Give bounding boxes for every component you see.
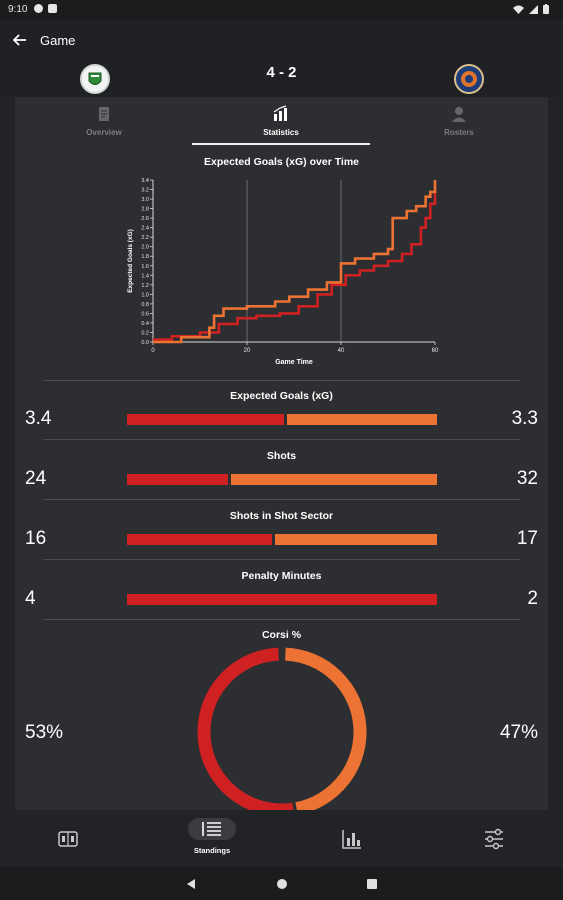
stat-bar-away (286, 414, 437, 425)
stat-bar-away (274, 534, 437, 545)
y-tick-label: 1.0 (141, 292, 149, 298)
wifi-icon (513, 5, 524, 14)
tab-rosters[interactable]: Rosters (370, 97, 548, 145)
stat-bar (127, 414, 437, 425)
statistics-card: Overview Statistics Rosters Expected Goa… (15, 97, 548, 817)
game-score: 4 - 2 (266, 64, 297, 81)
system-back-icon[interactable] (184, 877, 198, 891)
y-tick-label: 0.8 (141, 302, 149, 308)
xg-over-time-chart: 0.0 0.2 0.4 0.6 0.8 1.0 1.2 1.4 1.6 1.8 2.0 2.2 2.4 2… (123, 177, 453, 377)
stat-title: Expected Goals (xG) (230, 390, 333, 402)
tab-bar: Overview Statistics Rosters (15, 97, 548, 145)
notification-icon (48, 4, 57, 13)
x-axis-label: Game Time (275, 359, 313, 366)
stat-home-value: 3.4 (25, 408, 52, 429)
stat-home-value: 4 (25, 588, 36, 609)
stat-title: Shots (266, 450, 297, 462)
y-tick-label: 3.0 (141, 197, 149, 203)
status-bar: 9:10 (0, 0, 563, 20)
x-tick-label: 20 (244, 348, 251, 354)
stat-home-value: 16 (25, 528, 47, 549)
sliders-icon[interactable] (469, 818, 519, 858)
x-tick-label: 40 (338, 348, 345, 354)
stat-bar (127, 594, 437, 605)
divider (43, 439, 520, 440)
y-tick-label: 2.8 (141, 207, 149, 213)
divider (43, 380, 520, 381)
bar-chart-icon (273, 105, 287, 121)
nav-item-standings[interactable] (188, 818, 236, 840)
signal-icon (529, 4, 538, 14)
page-title: Game (40, 33, 76, 48)
corsi-home-value: 53% (25, 722, 64, 743)
divider (43, 559, 520, 560)
document-icon (99, 107, 109, 121)
y-tick-label: 2.0 (141, 245, 149, 251)
bottom-navigation (0, 810, 563, 867)
stat-away-value: 17 (516, 528, 538, 549)
y-tick-label: 3.2 (141, 188, 149, 194)
corsi-donut-chart (197, 647, 367, 817)
corsi-away-value: 47% (499, 722, 538, 743)
message-icon (34, 4, 43, 13)
system-home-icon[interactable] (275, 877, 289, 891)
y-tick-label: 2.2 (141, 235, 149, 241)
corsi-title: Corsi % (261, 629, 302, 641)
stats-icon[interactable] (326, 818, 376, 858)
app-bar: Game (0, 20, 563, 60)
xg-series-line-1 (153, 184, 437, 341)
x-tick-label: 0 (151, 348, 155, 354)
back-arrow-icon[interactable] (10, 30, 30, 50)
battery-icon (543, 4, 549, 14)
y-tick-label: 1.2 (141, 283, 149, 289)
stat-bar (127, 474, 437, 485)
divider (43, 499, 520, 500)
person-icon (452, 107, 466, 122)
stat-away-value: 3.3 (511, 408, 538, 429)
away-team-logo (454, 64, 484, 94)
stat-bar-home (127, 474, 228, 485)
y-tick-label: 0.6 (141, 311, 149, 317)
divider (43, 619, 520, 620)
y-tick-label: 1.8 (141, 254, 149, 260)
stat-bar-home (127, 534, 272, 545)
stat-title: Shots in Shot Sector (229, 510, 334, 522)
y-tick-label: 0.4 (141, 321, 149, 327)
home-crest-icon (88, 72, 102, 85)
stat-bar-home (127, 594, 437, 605)
xg-series-line-2 (153, 180, 437, 344)
y-axis-label: Expected Goals (xG) (127, 229, 134, 293)
y-tick-label: 3.4 (141, 178, 149, 184)
y-tick-label: 1.6 (141, 264, 149, 270)
y-tick-label: 2.6 (141, 216, 149, 222)
xg-chart-svg: 0.0 0.2 0.4 0.6 0.8 1.0 1.2 1.4 1.6 1.8 2.0 2.2 2.4 2… (127, 178, 439, 366)
stat-bar-home (127, 414, 284, 425)
tab-statistics[interactable]: Statistics (192, 97, 370, 145)
stat-bar (127, 534, 437, 545)
tab-overview[interactable]: Overview (15, 97, 193, 145)
xg-chart-title: Expected Goals (xG) over Time (203, 156, 360, 168)
status-time: 9:10 (8, 4, 28, 15)
y-tick-label: 0.2 (141, 330, 149, 336)
y-tick-label: 1.4 (141, 273, 149, 279)
system-navigation-bar (0, 867, 563, 900)
stat-home-value: 24 (25, 468, 47, 489)
active-tab-indicator (192, 143, 370, 145)
stat-title: Penalty Minutes (241, 570, 322, 582)
stat-away-value: 32 (516, 468, 538, 489)
stat-away-value: 2 (527, 588, 538, 609)
corsi-away-segment (285, 647, 367, 816)
stat-bar-away (230, 474, 437, 485)
y-tick-label: 0.0 (141, 340, 149, 346)
nav-label-standings: Standings (193, 846, 231, 855)
away-crest-icon (461, 71, 477, 87)
x-tick-label: 60 (432, 348, 439, 354)
system-recents-icon[interactable] (365, 877, 379, 891)
home-team-logo (80, 64, 110, 94)
y-tick-label: 2.4 (141, 226, 149, 232)
corsi-home-segment (197, 647, 295, 817)
standings-icon (202, 822, 221, 836)
scoreboard-icon[interactable] (43, 818, 93, 858)
